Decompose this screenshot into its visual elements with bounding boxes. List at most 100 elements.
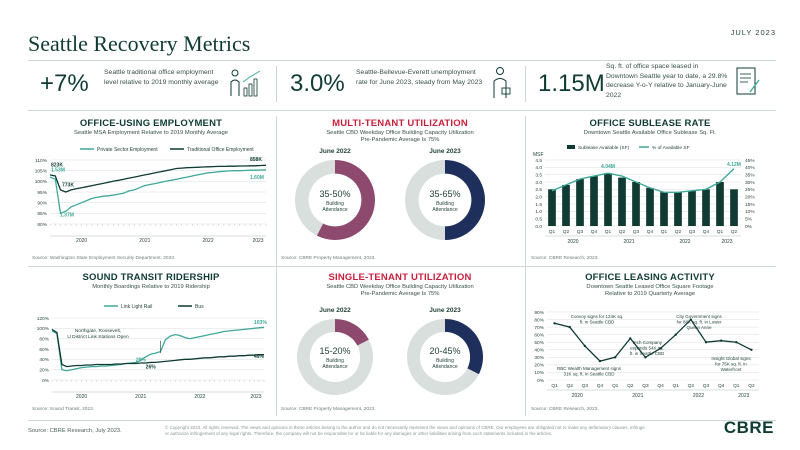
single-source: Source: CBRE Property Management, 2023.: [281, 407, 376, 412]
donut-center-label: Attendance: [322, 364, 348, 370]
y-tick-label: 0.5: [535, 216, 542, 222]
y-tick-label: 0%: [42, 378, 50, 384]
y-tick-label: 2.5: [535, 187, 542, 193]
annotation: expands 54K sq.: [630, 346, 664, 351]
y2-tick-label: 15%: [745, 202, 755, 208]
kpi-unemployment-value: 3.0%: [290, 70, 345, 97]
bar: [730, 189, 738, 226]
kpi-divider: [276, 66, 277, 102]
annotation: City Government signs: [676, 314, 722, 319]
year-label: 2023: [252, 238, 263, 244]
sublease-chart: Sublease Available (SF) % of Available S…: [533, 145, 755, 245]
report-date: JULY 2023: [730, 28, 776, 37]
multi-subtitle2: Pre-Pandemic Average Is 75%: [360, 137, 440, 143]
legend-label: % of Available SF: [652, 145, 690, 151]
x-tick-label: Q2: [567, 383, 574, 389]
leasing-subtitle2: Relative to 2019 Quarterly Average: [604, 291, 696, 297]
x-tick-label: Q2: [563, 229, 570, 235]
series-line: [51, 328, 264, 368]
x-tick-label: Q1: [549, 229, 556, 235]
year-label: 2023: [721, 239, 732, 245]
kpi-employment-value: +7%: [40, 70, 89, 97]
data-point: [704, 341, 708, 344]
data-point: [553, 322, 556, 325]
annotation: 31K sq. ft. in Seattle CBD: [563, 372, 615, 377]
data-label: 103%: [254, 320, 267, 326]
data-point: [735, 341, 738, 344]
annotation: ft. in Seattle CBD: [630, 351, 665, 356]
x-tick-label: Q4: [647, 229, 654, 235]
y-tick-label: 110%: [35, 158, 48, 164]
annotation: U District Link Stations Open: [67, 334, 129, 340]
bar: [548, 189, 556, 226]
employment-subtitle: Seattle MSA Employment Relative to 2019 …: [74, 130, 228, 136]
y2-tick-label: 40%: [745, 165, 755, 171]
single-subtitle: Seattle CBD Weekday Office Building Capa…: [326, 284, 474, 290]
year-label: 2020: [567, 239, 578, 245]
y2-tick-label: 5%: [745, 216, 753, 222]
kpi-employment-desc: Seattle traditional office employment le…: [104, 69, 219, 86]
row-divider: [28, 266, 776, 267]
y-tick-label: 20%: [39, 367, 49, 373]
donut-center-label: Building: [436, 201, 454, 207]
x-tick-label: Q2: [619, 229, 626, 235]
sublease-title: OFFICE SUBLEASE RATE: [589, 118, 711, 129]
series-line: [554, 318, 752, 362]
employment-chart: Private Sector Employment Traditional Of…: [35, 147, 267, 244]
pie-caption: June 2023: [429, 148, 461, 155]
footer-copyright: © Copyright 2023. All rights reserved. T…: [165, 425, 645, 436]
bar: [562, 184, 570, 226]
data-point: [598, 359, 602, 363]
year-label: 2020: [76, 238, 87, 244]
y2-tick-label: 30%: [745, 180, 755, 186]
legend-label: Link Light Rail: [121, 304, 152, 310]
kpi-leasing-desc: Sq. ft. of office space leased in Downto…: [606, 63, 728, 99]
data-point: [719, 339, 723, 342]
x-tick-label: Q4: [597, 383, 604, 389]
kpi-divider-bottom: [28, 110, 776, 111]
x-tick-label: Q1: [733, 383, 740, 389]
donut-center-value: 35-65%: [429, 189, 460, 199]
footer-source: Source: CBRE Research, July 2023.: [28, 428, 122, 434]
donut-center-value: 15-20%: [319, 346, 350, 356]
bar: [716, 182, 724, 226]
donut-hole: [309, 331, 361, 383]
y-tick-label: 85%: [37, 211, 47, 217]
donut-center-label: Building: [326, 201, 344, 207]
y-tick-label: 90%: [37, 200, 47, 206]
annotation: RBC Wealth Management signs: [557, 366, 622, 371]
year-label: 2022: [194, 394, 205, 400]
bar: [674, 192, 682, 226]
y-tick-label: 80%: [534, 317, 544, 323]
year-label: 2022: [679, 239, 690, 245]
single-title: SINGLE-TENANT UTILIZATION: [328, 272, 472, 283]
donut-hole: [308, 173, 362, 227]
header-divider: [28, 60, 776, 61]
donut-center-label: Attendance: [322, 207, 348, 213]
x-tick-label: Q3: [689, 229, 696, 235]
annotation: Convoy signs for 124K sq.: [571, 314, 624, 319]
x-tick-label: Q2: [748, 383, 755, 389]
y-tick-label: 1.0: [535, 209, 542, 215]
bar: [688, 190, 696, 226]
sublease-source: Source: CBRE Research, 2023.: [531, 256, 599, 261]
year-label: 2020: [76, 394, 87, 400]
data-label: 29%: [136, 357, 147, 363]
y2-tick-label: 35%: [745, 172, 755, 178]
pie-caption: June 2022: [319, 307, 351, 314]
y-tick-label: 3.5: [535, 172, 542, 178]
y-tick-label: 4.5: [535, 158, 542, 164]
single-subtitle2: Pre-Pandemic Average Is 75%: [360, 291, 440, 297]
year-label: 2023: [738, 393, 749, 399]
person-briefcase-icon: [488, 66, 512, 105]
leasing-subtitle: Downtown Seattle Leased Office Square Fo…: [586, 284, 714, 290]
annotation: for 75K sq. ft. in: [715, 362, 747, 367]
y-tick-label: 120%: [37, 316, 50, 322]
x-tick-label: Q2: [675, 229, 682, 235]
year-label: 2021: [135, 394, 146, 400]
data-point: [644, 356, 647, 359]
